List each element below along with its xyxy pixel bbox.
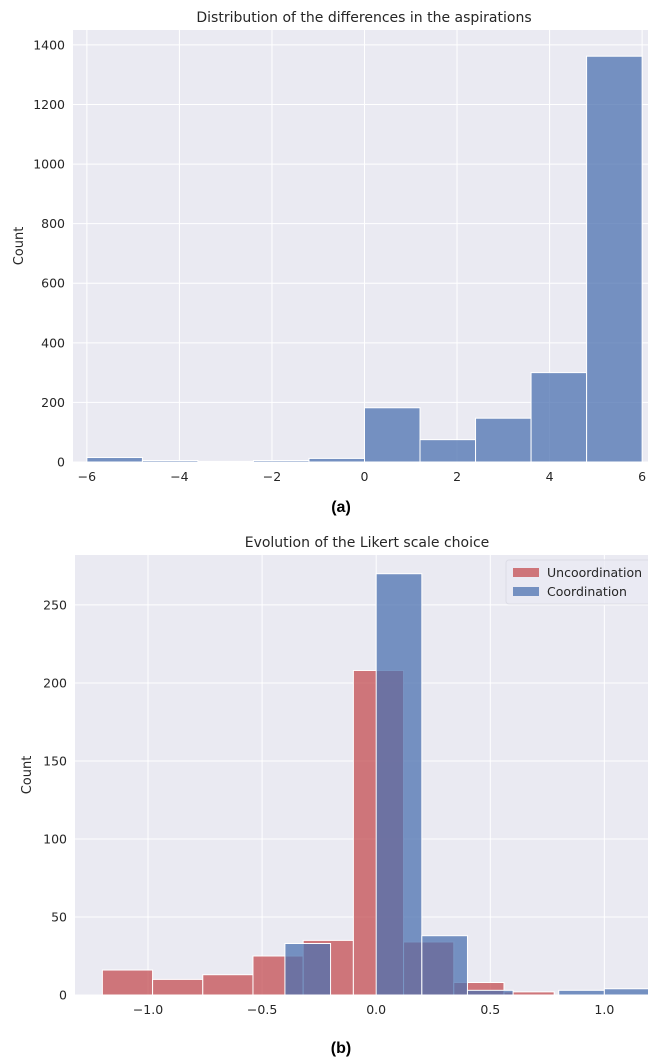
a-y-tick-label: 800 (41, 216, 65, 231)
b-x-tick-label: −0.5 (247, 1002, 277, 1017)
b-x-tick-label: −1.0 (133, 1002, 163, 1017)
chart-a: Distribution of the differences in the a… (12, 10, 648, 516)
b-x-tick-label: 0.0 (366, 1002, 386, 1017)
chart-a-y-label: Count (12, 227, 27, 266)
chart-b-y-label: Count (20, 756, 35, 795)
a-bar (530, 372, 588, 463)
a-bar (197, 460, 254, 463)
a-x-tick-label: −6 (78, 469, 96, 484)
b-bar-coordination (466, 989, 514, 996)
a-bar (364, 407, 421, 463)
a-bar (308, 457, 366, 463)
chart-a-x-ticks: −6 −4 −2 0 2 4 6 (78, 469, 646, 484)
b-x-tick-label: 1.0 (594, 1002, 614, 1017)
chart-a-bars (86, 55, 643, 463)
b-bar-uncoordination (152, 978, 204, 996)
chart-a-panel-label: (a) (331, 499, 351, 516)
chart-b-x-ticks: −1.0 −0.5 0.0 0.5 1.0 (133, 1002, 615, 1017)
a-x-tick-label: 0 (361, 469, 369, 484)
a-y-tick-label: 400 (41, 335, 65, 350)
chart-b-legend-label-uncoordination: Uncoordination (547, 565, 642, 580)
b-bar-coordination (284, 943, 332, 996)
a-bar (252, 460, 310, 463)
a-bar (141, 460, 199, 463)
a-y-tick-label: 1400 (33, 37, 65, 52)
a-bar (86, 457, 143, 463)
chart-b-panel-label: (b) (331, 1040, 351, 1057)
b-y-tick-label: 50 (51, 909, 67, 924)
b-x-tick-label: 0.5 (480, 1002, 500, 1017)
chart-b: Evolution of the Likert scale choice 0 50… (20, 535, 648, 1057)
a-y-tick-label: 0 (57, 455, 65, 470)
a-bar (586, 55, 643, 463)
chart-b-legend-label-coordination: Coordination (547, 584, 627, 599)
b-y-tick-label: 250 (43, 597, 67, 612)
a-x-tick-label: −2 (263, 469, 281, 484)
chart-b-legend-box (505, 559, 648, 605)
a-y-tick-label: 200 (41, 395, 65, 410)
b-bar-coordination (421, 935, 468, 996)
chart-b-legend-swatch-coordination (513, 587, 539, 596)
a-bar (419, 439, 477, 463)
a-y-tick-label: 600 (41, 276, 65, 291)
b-bar-coordination (375, 573, 423, 996)
b-bar-coordination (558, 989, 605, 996)
chart-b-bars (101, 573, 648, 996)
chart-b-title: Evolution of the Likert scale choice (245, 535, 490, 551)
a-x-tick-label: 4 (546, 469, 554, 484)
a-y-tick-label: 1000 (33, 157, 65, 172)
a-bar (475, 417, 532, 463)
b-y-tick-label: 200 (43, 675, 67, 690)
b-y-tick-label: 150 (43, 753, 67, 768)
b-bar-coordination (603, 988, 648, 996)
chart-a-title: Distribution of the differences in the a… (196, 10, 531, 26)
chart-b-legend-swatch-uncoordination (513, 568, 539, 577)
b-y-tick-label: 0 (59, 988, 67, 1003)
a-y-tick-label: 1200 (33, 97, 65, 112)
a-x-tick-label: 2 (453, 469, 461, 484)
b-bar-uncoordination (101, 969, 154, 996)
a-x-tick-label: −4 (170, 469, 188, 484)
chart-a-y-ticks: 0 200 400 600 800 1000 1200 1400 (33, 37, 65, 469)
chart-b-legend: Uncoordination Coordination (505, 559, 648, 605)
chart-b-y-ticks: 0 50 100 150 200 250 (43, 597, 67, 1002)
a-x-tick-label: 6 (638, 469, 646, 484)
b-bar-uncoordination (202, 974, 254, 996)
b-y-tick-label: 100 (43, 831, 67, 846)
